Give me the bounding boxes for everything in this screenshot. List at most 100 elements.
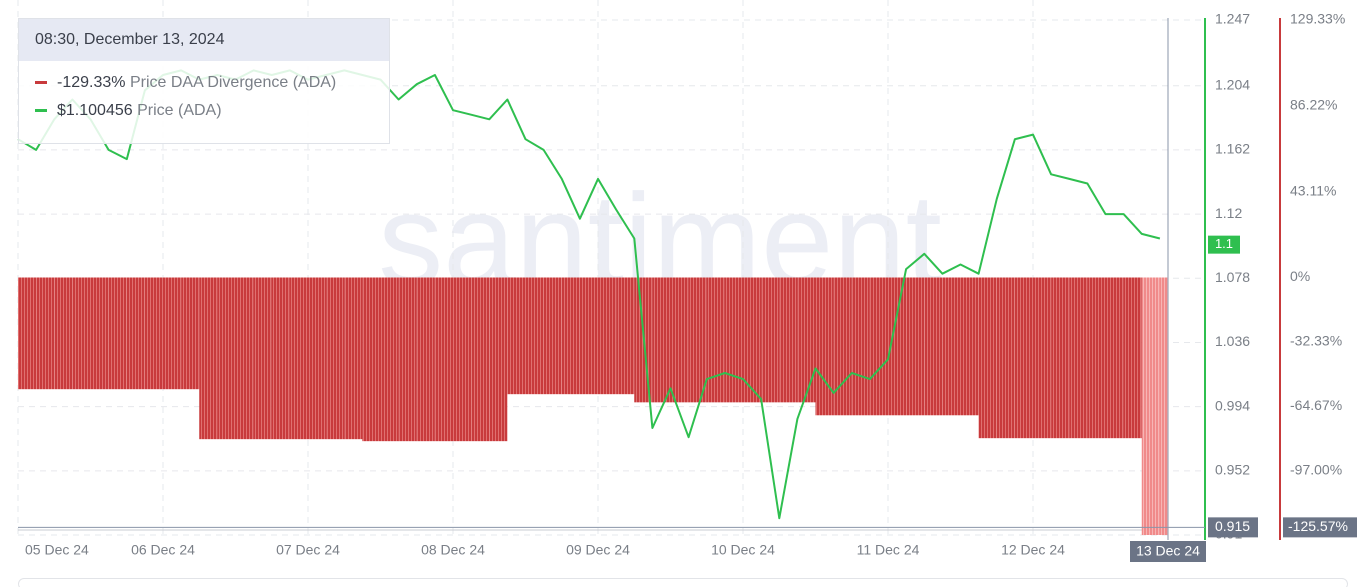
bar [1014, 277, 1033, 439]
crosshair-date-label: 13 Dec 24 [1136, 543, 1200, 559]
y-tick-label: 1.204 [1215, 76, 1250, 92]
current-price-box [1208, 235, 1240, 254]
bar [543, 277, 562, 395]
y-tick-label: 1.162 [1215, 141, 1250, 157]
bar [1141, 277, 1160, 535]
y2-tick-label: 43.11% [1290, 182, 1336, 198]
bar [72, 277, 91, 390]
x-tick-label: 11 Dec 24 [857, 542, 920, 558]
bar [344, 277, 363, 440]
x-tick-label: 05 Dec 24 [25, 542, 89, 558]
bar [362, 277, 381, 442]
legend-value: -129.33% [57, 74, 126, 91]
crosshair-div-label: -125.57% [1288, 518, 1348, 534]
legend-label: Price DAA Divergence (ADA) [129, 74, 337, 91]
y2-tick-label: 0% [1290, 268, 1310, 284]
bar [761, 277, 780, 403]
crosshair-price-label: 0.915 [1215, 518, 1250, 534]
legend: 08:30, December 13, 2024 -129.33% Price … [18, 18, 390, 144]
bar [471, 277, 490, 442]
y2-tick-label: 129.33% [1290, 11, 1345, 27]
bar [489, 277, 508, 442]
y-tick-label: 1.078 [1215, 269, 1250, 285]
bar [90, 277, 109, 390]
bar [1087, 277, 1106, 439]
bar [271, 277, 290, 440]
bar [326, 277, 345, 440]
bar [308, 277, 327, 440]
bar [815, 277, 834, 416]
legend-value: $1.100456 [57, 102, 133, 119]
x-tick-label: 10 Dec 24 [711, 542, 775, 558]
bar [1159, 277, 1168, 535]
bar [942, 277, 961, 416]
bar [616, 277, 635, 395]
bar [235, 277, 254, 440]
bar [181, 277, 200, 390]
legend-time: 08:30, December 13, 2024 [19, 19, 389, 61]
bar [398, 277, 417, 442]
bar [869, 277, 888, 416]
bar [380, 277, 399, 442]
bar [833, 277, 852, 416]
bar [670, 277, 689, 403]
legend-entry: $1.100456 Price (ADA) [19, 97, 389, 125]
bar [126, 277, 145, 390]
bar [960, 277, 979, 416]
legend-swatch [35, 109, 47, 113]
bar [743, 277, 762, 403]
y-tick-label: 0.994 [1215, 397, 1250, 413]
bar [924, 277, 943, 416]
bar [598, 277, 617, 395]
bar [579, 277, 598, 395]
bar [652, 277, 671, 403]
y2-tick-label: -64.67% [1290, 397, 1342, 413]
crosshair-div-box [1283, 517, 1357, 538]
bar [779, 277, 798, 403]
x-tick-label: 09 Dec 24 [566, 542, 630, 558]
bar [978, 277, 997, 439]
bar [434, 277, 453, 442]
bar [217, 277, 236, 440]
bar [36, 277, 55, 390]
legend-swatch [35, 81, 47, 85]
current-price-label: 1.1 [1215, 236, 1233, 251]
y-tick-label: 1.036 [1215, 333, 1250, 349]
x-tick-label: 06 Dec 24 [131, 542, 195, 558]
bar [1105, 277, 1124, 439]
bar [1051, 277, 1070, 439]
bar [797, 277, 816, 403]
bar [888, 277, 907, 416]
x-tick-label: 07 Dec 24 [276, 542, 340, 558]
scrollbar[interactable] [18, 578, 1348, 587]
y2-tick-label: 86.22% [1290, 97, 1337, 113]
bar [416, 277, 435, 442]
y-tick-label: 1.247 [1215, 11, 1250, 27]
bar [688, 277, 707, 403]
bar [18, 277, 37, 390]
bar [453, 277, 472, 442]
bar [525, 277, 544, 395]
bar [54, 277, 73, 390]
bar [253, 277, 272, 440]
bar [163, 277, 182, 390]
legend-label: Price (ADA) [137, 102, 222, 119]
bar [507, 277, 526, 395]
legend-entry: -129.33% Price DAA Divergence (ADA) [19, 69, 389, 97]
bar [144, 277, 163, 390]
crosshair-date-box [1130, 541, 1206, 562]
crosshair-price-box [1208, 517, 1258, 538]
x-tick-label: 12 Dec 24 [1001, 542, 1065, 558]
y-tick-label: 1.12 [1215, 205, 1242, 221]
bar [1033, 277, 1052, 439]
bar [289, 277, 308, 440]
y-tick-label: 0.952 [1215, 462, 1250, 478]
bar [724, 277, 743, 403]
bar [561, 277, 580, 395]
bar [1123, 277, 1142, 439]
bar [996, 277, 1015, 439]
bar [706, 277, 725, 403]
y2-tick-label: -97.00% [1290, 461, 1342, 477]
